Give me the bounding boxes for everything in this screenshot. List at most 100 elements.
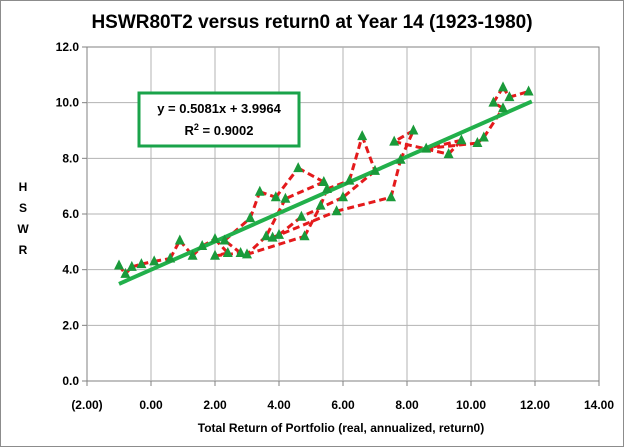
data-point	[120, 267, 131, 278]
data-point	[114, 259, 124, 270]
data-point	[395, 153, 406, 164]
series-markers	[114, 81, 534, 278]
series-segment	[272, 209, 338, 240]
data-point	[523, 85, 534, 96]
x-tick-label: 2.00	[203, 398, 227, 412]
data-point	[267, 231, 278, 242]
data-point	[149, 255, 160, 266]
data-point	[315, 199, 326, 210]
data-point	[174, 234, 185, 245]
r-squared-value: = 0.9002	[199, 123, 254, 138]
y-tick-label: 4.0	[62, 263, 79, 277]
series-segment	[425, 138, 462, 151]
series-segment	[246, 234, 306, 256]
x-tick-label: (2.00)	[71, 398, 102, 412]
data-point	[280, 192, 291, 203]
data-point	[443, 148, 454, 159]
series-segment	[326, 179, 350, 191]
data-point	[389, 135, 400, 146]
data-point	[254, 185, 265, 196]
data-point	[498, 102, 508, 113]
data-point	[197, 240, 208, 251]
data-point	[261, 230, 272, 241]
data-point	[136, 258, 147, 269]
y-tick-label: 12.0	[56, 40, 80, 54]
data-point	[126, 260, 137, 271]
data-point	[187, 249, 198, 260]
data-point	[338, 191, 348, 202]
series-segment	[389, 159, 403, 198]
y-tick-label: 10.0	[56, 96, 80, 110]
trendline-equation: y = 0.5081x + 3.9964	[157, 101, 281, 116]
data-point	[498, 81, 508, 92]
data-point	[219, 234, 230, 245]
y-axis-label-letter: R	[19, 243, 28, 257]
y-tick-labels: 0.0 2.0 4.0 6.0 8.0 10.0 12.0	[56, 40, 80, 388]
series-segment	[360, 135, 377, 172]
data-point	[331, 205, 342, 216]
data-point	[235, 246, 246, 257]
y-tick-label: 2.0	[62, 318, 79, 332]
data-point	[318, 175, 329, 186]
data-point	[165, 252, 176, 263]
series-segment	[426, 141, 478, 151]
r-squared-symbol: R	[185, 123, 195, 138]
series-segment	[347, 135, 364, 182]
x-tick-label: 14.00	[584, 398, 614, 412]
x-axis-label: Total Return of Portfolio (real, annuali…	[198, 421, 484, 435]
data-point	[386, 191, 396, 202]
data-point	[322, 182, 332, 193]
data-point	[478, 131, 489, 142]
equation-box-border	[137, 91, 301, 148]
data-point	[472, 137, 483, 148]
x-tick-label: 8.00	[395, 398, 419, 412]
data-point	[344, 174, 355, 185]
x-tick-label: 6.00	[331, 398, 355, 412]
chart-title: HSWR80T2 versus return0 at Year 14 (1923…	[91, 12, 532, 33]
series-segment	[297, 166, 325, 184]
series-segment	[248, 191, 262, 219]
data-point	[299, 230, 310, 241]
y-tick-label: 0.0	[62, 374, 79, 388]
x-tick-label: 10.00	[456, 398, 486, 412]
y-axis-label-letter: S	[19, 201, 27, 215]
data-point	[274, 228, 284, 239]
series-segment	[274, 167, 300, 199]
data-point	[488, 96, 499, 107]
y-axis-label-letter: W	[17, 222, 29, 236]
r-squared-label: R2 = 0.9002	[185, 122, 254, 138]
x-tick-labels: (2.00) 0.00 2.00 4.00 6.00 8.00 10.00 12.00 14.0…	[71, 398, 614, 412]
data-point	[210, 233, 220, 244]
series-segment	[393, 140, 449, 156]
data-point	[270, 191, 281, 202]
series-segment	[284, 180, 325, 201]
y-axis-label: HSWR	[17, 180, 29, 257]
data-point	[210, 249, 220, 260]
y-tick-label: 8.0	[62, 151, 79, 165]
data-point	[370, 164, 380, 175]
equation-box: y = 0.5081x + 3.9964 R2 = 0.9002	[137, 91, 301, 148]
x-tick-label: 4.00	[267, 398, 291, 412]
data-point	[222, 246, 233, 257]
x-tick-label: 12.00	[520, 398, 550, 412]
series-segment	[303, 204, 322, 237]
y-tick-label: 6.0	[62, 207, 79, 221]
data-point	[357, 130, 368, 141]
series-segment	[336, 195, 392, 213]
x-tick-label: 0.00	[139, 398, 163, 412]
series-segment	[264, 198, 287, 237]
series-segment	[482, 107, 505, 139]
data-point	[296, 210, 307, 221]
data-point	[293, 162, 304, 173]
axes	[82, 46, 600, 386]
data-point	[245, 212, 256, 223]
data-point	[408, 124, 419, 135]
data-point	[504, 91, 515, 102]
data-point	[421, 142, 432, 153]
y-axis-label-letter: H	[19, 180, 28, 194]
data-point	[242, 248, 252, 259]
data-point	[456, 134, 467, 145]
r-squared-superscript: 2	[194, 122, 199, 132]
